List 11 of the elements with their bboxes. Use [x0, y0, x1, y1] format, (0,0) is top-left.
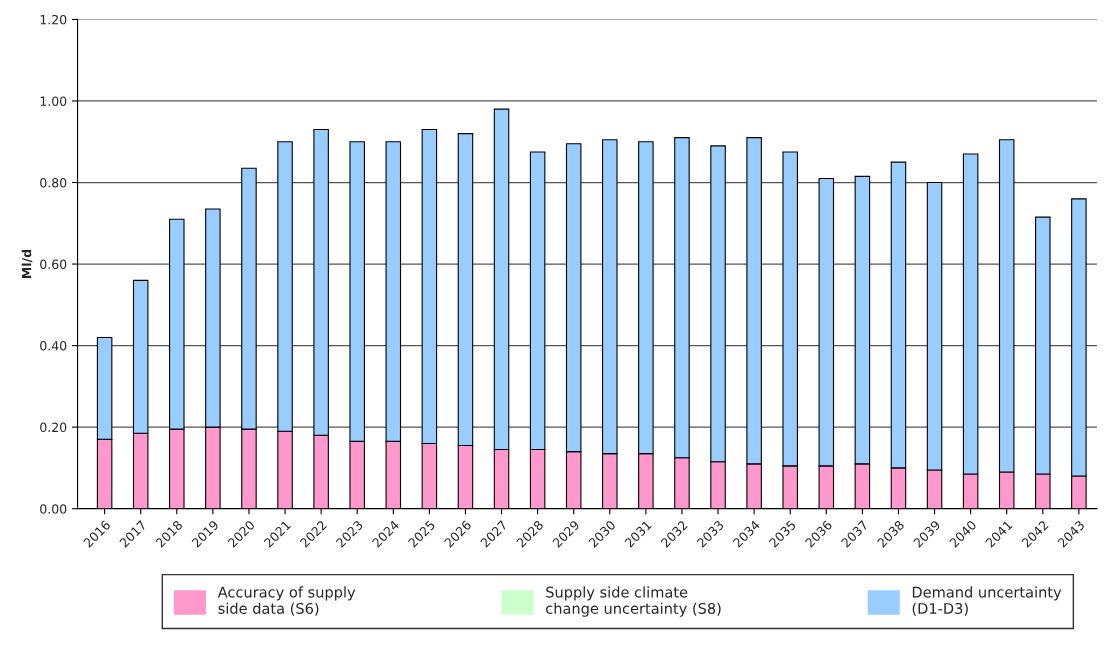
- legend-label: Supply side climate change uncertainty (S8): [546, 586, 721, 617]
- y-tick-label: 0.00: [40, 504, 67, 514]
- legend-label: Demand uncertainty (D1-D3): [912, 586, 1062, 616]
- y-tick-label: 0.60: [40, 259, 67, 269]
- y-tick-label: 0.40: [40, 341, 67, 351]
- y-tick-label: 0.20: [40, 422, 67, 433]
- y-tick-label: 0.80: [40, 177, 67, 188]
- y-axis-title: Ml/d: [21, 249, 33, 279]
- y-tick-label: 1.20: [40, 14, 67, 25]
- y-tick-label: 1.00: [40, 96, 67, 106]
- legend-label: Accuracy of supply side data (S6): [217, 586, 356, 616]
